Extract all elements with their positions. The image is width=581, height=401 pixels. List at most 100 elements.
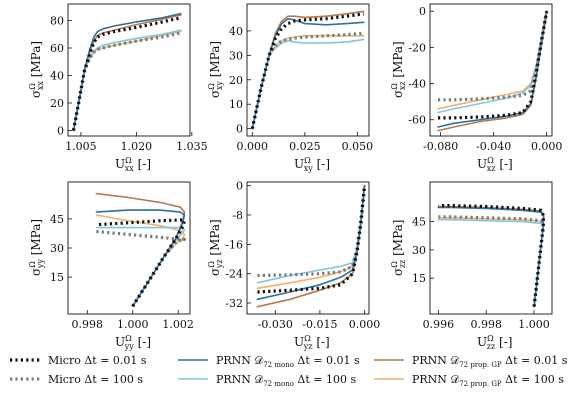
x-tick-label: -0.040 bbox=[476, 140, 511, 153]
plot-frame bbox=[429, 3, 553, 137]
x-tick-label: 1.035 bbox=[176, 140, 208, 153]
series-line-gp-coarse bbox=[72, 30, 182, 132]
series-group bbox=[437, 204, 546, 308]
y-axis-label-group: σΩyy [MPa] bbox=[28, 219, 45, 276]
y-axis-label-group: σΩxx [MPa] bbox=[28, 41, 45, 98]
legend: Micro Δt = 0.01 s Micro Δt = 100 s PRNN 𝒟7… bbox=[10, 354, 568, 388]
legend-entry-mono-coarse: PRNN 𝒟72 mono Δt = 100 s bbox=[178, 373, 357, 388]
series-line-gp-coarse bbox=[437, 10, 548, 110]
y-tick-label: 40 bbox=[50, 70, 64, 83]
y-tick-label: 80 bbox=[50, 15, 64, 28]
y-tick-label: 10 bbox=[229, 98, 243, 111]
x-tick-label: 0.998 bbox=[470, 318, 502, 331]
y-tick-label: 15 bbox=[412, 272, 426, 285]
y-tick-label: -32 bbox=[225, 297, 243, 310]
plot-frame bbox=[246, 3, 370, 137]
plot-frame bbox=[429, 181, 553, 315]
y-tick-label: -40 bbox=[408, 78, 426, 91]
y-tick-label: 45 bbox=[50, 213, 64, 226]
x-tick-label: 1.002 bbox=[162, 318, 194, 331]
y-tick-label: 30 bbox=[50, 242, 64, 255]
series-line-gp-coarse bbox=[251, 34, 365, 130]
x-tick-label: 1.000 bbox=[117, 318, 149, 331]
series-line-mono-fine bbox=[256, 184, 366, 301]
y-tick-label: 0 bbox=[236, 123, 243, 136]
x-axis-label: UΩ xx [-] bbox=[115, 156, 151, 173]
y-tick-label: 15 bbox=[50, 271, 64, 284]
series-line-micro-coarse bbox=[250, 31, 364, 130]
y-tick-label: 30 bbox=[229, 49, 243, 62]
y-axis-label-group: σΩzz [MPa] bbox=[390, 220, 407, 276]
legend-entry-micro-coarse: Micro Δt = 100 s bbox=[10, 373, 143, 386]
x-axis-label: UΩ zz [-] bbox=[477, 334, 512, 351]
panel-xx: 1.005 1.020 1.035 0 20 40 60 80 UΩ xx [-] σΩxx [MP… bbox=[28, 3, 208, 173]
x-tick-label: 0.000 bbox=[237, 140, 269, 153]
series-group bbox=[437, 10, 549, 132]
legend-label: PRNN 𝒟72 mono Δt = 0.01 s bbox=[216, 354, 360, 369]
series-line-micro-fine bbox=[250, 12, 364, 130]
y-axis-label-group: σΩxz [MPa] bbox=[390, 41, 407, 98]
series-line-mono-fine bbox=[437, 206, 545, 308]
y-tick-label: 0 bbox=[236, 180, 243, 193]
y-tick-label: 60 bbox=[50, 42, 64, 55]
series-line-micro-fine bbox=[257, 185, 367, 294]
y-tick-label: -60 bbox=[408, 114, 426, 127]
y-tick-label: 45 bbox=[412, 216, 426, 229]
panel-yy: 0.998 1.000 1.002 15 30 45 UΩ yy [-] σΩyy [MPa] bbox=[28, 181, 194, 351]
legend-label: Micro Δt = 100 s bbox=[48, 373, 143, 386]
y-tick-label: 0 bbox=[419, 5, 426, 18]
x-axis-label: UΩ xz [-] bbox=[477, 156, 513, 173]
series-line-micro-coarse bbox=[438, 215, 546, 307]
series-line-gp-fine bbox=[437, 10, 548, 132]
series-group bbox=[256, 184, 367, 308]
y-axis-label: σΩzz [MPa] bbox=[390, 220, 407, 276]
series-group bbox=[71, 12, 182, 132]
series-line-gp-fine bbox=[72, 14, 182, 132]
y-tick-label: -8 bbox=[232, 209, 243, 222]
series-line-mono-fine bbox=[251, 17, 365, 130]
x-axis-label: UΩ yz [-] bbox=[294, 334, 330, 351]
legend-label: PRNN 𝒟72 prop. GP Δt = 0.01 s bbox=[412, 354, 568, 369]
x-tick-label: 0.000 bbox=[349, 318, 381, 331]
series-line-mono-fine bbox=[72, 12, 182, 132]
y-tick-label: -20 bbox=[408, 41, 426, 54]
series-line-micro-fine bbox=[438, 10, 549, 120]
y-tick-label: 30 bbox=[412, 244, 426, 257]
plot-frame bbox=[67, 3, 191, 137]
x-tick-label: 1.000 bbox=[518, 318, 550, 331]
y-axis-label: σΩxx [MPa] bbox=[28, 41, 45, 98]
x-tick-label: -0.015 bbox=[302, 318, 337, 331]
panel-xy: 0.000 0.025 0.050 0 10 20 30 40 UΩ xy [-] σΩxy [MP… bbox=[207, 3, 373, 173]
y-tick-label: 0 bbox=[57, 125, 64, 138]
series-line-micro-coarse bbox=[438, 10, 549, 102]
series-line-micro-fine bbox=[71, 16, 182, 131]
panel-zz: 0.996 0.998 1.000 15 30 45 UΩ zz [-] σΩzz [MPa] bbox=[390, 181, 553, 351]
y-axis-label: σΩyy [MPa] bbox=[28, 219, 45, 276]
panel-yz: -0.030 -0.015 0.000 0 -8 -16 -24 -32 UΩ yz [-] σΩy… bbox=[207, 180, 380, 351]
series-line-gp-fine bbox=[256, 184, 366, 308]
panels: 1.005 1.020 1.035 0 20 40 60 80 UΩ xx [-] σΩxx [MP… bbox=[28, 3, 563, 351]
y-tick-label: 20 bbox=[50, 97, 64, 110]
legend-entry-micro-fine: Micro Δt = 0.01 s bbox=[10, 354, 147, 367]
panel-xz: -0.080 -0.040 0.000 -60 -40 -20 0 UΩ xz [-] σΩxz … bbox=[390, 3, 563, 173]
x-axis-label: UΩ yy [-] bbox=[115, 334, 151, 351]
series-line-gp-coarse bbox=[437, 217, 545, 308]
x-tick-label: 1.020 bbox=[121, 140, 153, 153]
y-axis-label: σΩxy [MPa] bbox=[207, 41, 224, 98]
legend-label: Micro Δt = 0.01 s bbox=[48, 354, 147, 367]
series-line-micro-coarse bbox=[257, 185, 367, 278]
y-axis-label-group: σΩxy [MPa] bbox=[207, 41, 224, 98]
legend-entry-gp-fine: PRNN 𝒟72 prop. GP Δt = 0.01 s bbox=[374, 354, 568, 369]
series-group bbox=[95, 192, 187, 308]
x-tick-label: -0.030 bbox=[258, 318, 293, 331]
x-axis-label: UΩ xy [-] bbox=[294, 156, 330, 173]
x-tick-label: 0.000 bbox=[531, 140, 563, 153]
series-line-mono-coarse bbox=[437, 218, 545, 308]
y-tick-label: 40 bbox=[229, 25, 243, 38]
x-tick-label: 0.998 bbox=[72, 318, 104, 331]
series-line-micro-fine bbox=[96, 218, 187, 308]
x-tick-label: 1.005 bbox=[65, 140, 97, 153]
y-axis-label: σΩxz [MPa] bbox=[390, 41, 407, 98]
legend-entry-gp-coarse: PRNN 𝒟72 prop. GP Δt = 100 s bbox=[374, 373, 564, 388]
